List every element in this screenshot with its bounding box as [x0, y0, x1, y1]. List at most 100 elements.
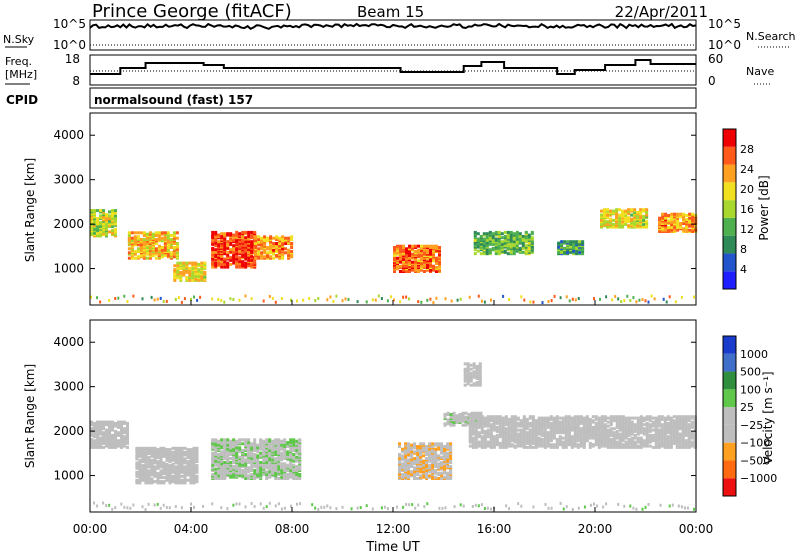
ground-scatter-cell: [483, 300, 486, 304]
heat-cell: [516, 428, 520, 432]
heat-cell: [180, 446, 184, 450]
heat-cell: [175, 231, 179, 235]
heat-cell: [280, 451, 284, 455]
heat-cell: [428, 455, 432, 459]
heat-cell: [673, 226, 677, 229]
heat-cell: [223, 232, 227, 236]
heat-cell: [407, 458, 411, 462]
heat-cell: [540, 416, 544, 420]
heat-cell: [510, 424, 514, 428]
heat-cell: [428, 442, 432, 446]
heat-cell: [250, 457, 254, 460]
ground-scatter-cell: [165, 299, 168, 303]
heat-cell: [194, 277, 198, 281]
heat-cell: [399, 244, 402, 248]
heat-cell: [513, 415, 517, 419]
heat-cell: [426, 266, 429, 269]
heat-cell: [111, 420, 114, 424]
heat-cell: [546, 423, 550, 427]
heat-cell: [543, 427, 547, 431]
heat-cell: [688, 223, 692, 227]
heat-cell: [606, 424, 610, 428]
heat-cell: [220, 260, 224, 264]
heat-cell: [473, 238, 477, 242]
heat-cell: [127, 256, 131, 260]
heat-cell: [612, 431, 616, 435]
heat-cell: [272, 256, 276, 260]
heat-cell: [528, 421, 532, 425]
heat-cell: [268, 446, 272, 450]
heat-cell: [657, 440, 661, 444]
heat-cell: [195, 464, 199, 468]
heat-cell: [396, 244, 399, 248]
heat-cell: [172, 231, 176, 235]
heat-cell: [434, 447, 438, 451]
heat-cell: [180, 454, 184, 458]
heat-cell: [150, 472, 154, 476]
heat-cell: [467, 413, 471, 416]
ground-scatter-cell: [244, 294, 247, 298]
ground-scatter-cell: [632, 296, 635, 300]
heat-cell: [419, 470, 423, 474]
heat-cell: [558, 420, 562, 424]
heat-cell: [684, 441, 688, 445]
heat-cell: [93, 421, 96, 425]
heat-cell: [479, 411, 483, 415]
heat-cell: [399, 260, 402, 264]
heat-cell: [449, 461, 453, 464]
noise-frame: [89, 19, 697, 51]
heat-cell: [266, 236, 270, 240]
heat-cell: [573, 419, 577, 423]
ground-scatter-cell: [532, 300, 535, 304]
heat-cell: [552, 433, 556, 437]
heat-cell: [463, 373, 467, 376]
heat-cell: [518, 237, 522, 241]
heat-cell: [469, 374, 473, 378]
heat-cell: [413, 462, 417, 466]
cpid-label: CPID: [6, 93, 38, 107]
heat-cell: [540, 428, 544, 432]
heat-cell: [266, 239, 270, 243]
heat-cell: [108, 214, 111, 218]
heat-cell: [660, 423, 664, 427]
heat-cell: [543, 436, 547, 440]
cpid-panel: CPID normalsound (fast) 157: [6, 87, 697, 109]
heat-cell: [151, 254, 155, 257]
heat-cell: [154, 256, 158, 260]
heat-cell: [425, 445, 429, 448]
heat-cell: [528, 428, 532, 432]
heat-cell: [660, 417, 664, 421]
heat-cell: [663, 436, 667, 440]
heat-cell: [250, 466, 254, 470]
heat-cell: [111, 424, 114, 428]
heat-cell: [214, 230, 218, 234]
heat-cell: [469, 371, 473, 375]
heat-cell: [579, 440, 583, 444]
heat-cell: [663, 416, 667, 420]
heat-cell: [667, 219, 671, 223]
heat-cell: [528, 415, 532, 419]
heat-cell: [567, 415, 571, 419]
heat-cell: [275, 235, 279, 239]
heat-cell: [139, 243, 143, 247]
heat-cell: [531, 440, 535, 444]
heat-cell: [563, 246, 567, 250]
heat-cell: [609, 415, 613, 419]
heat-cell: [96, 420, 99, 424]
heat-cell: [171, 462, 175, 466]
heat-cell: [579, 432, 583, 436]
heat-cell: [162, 476, 166, 480]
heat-cell: [179, 266, 183, 270]
heat-cell: [642, 439, 646, 443]
heat-cell: [156, 477, 160, 481]
heat-cell: [241, 240, 245, 244]
heat-cell: [229, 237, 233, 241]
heat-cell: [555, 441, 559, 445]
heat-cell: [96, 217, 99, 221]
heat-cell: [214, 254, 218, 258]
heat-cell: [96, 227, 99, 231]
heat-cell: [292, 463, 296, 467]
heat-cell: [688, 212, 692, 216]
heat-cell: [489, 423, 493, 427]
